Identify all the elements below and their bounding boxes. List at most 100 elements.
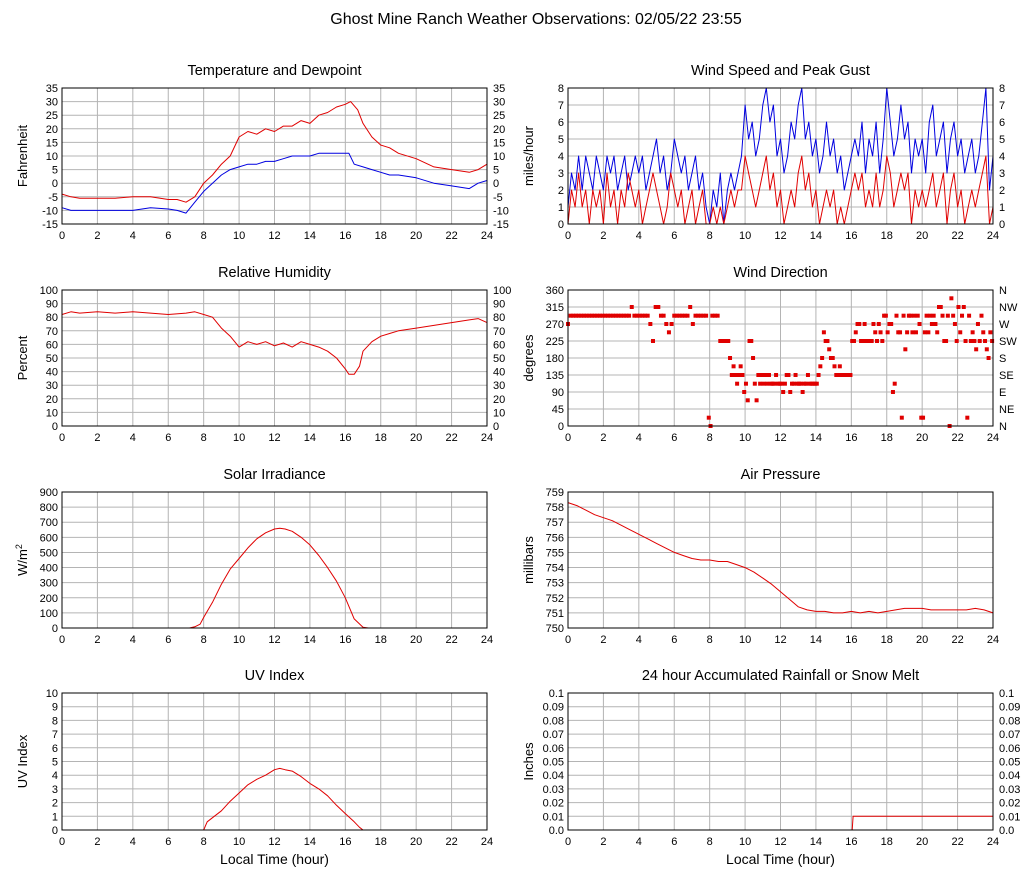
wdir-point [584,313,589,318]
rh-x-tick-label: 14 [304,432,316,444]
wdir-point [961,305,966,309]
wdir-point [758,381,763,386]
wind-y-tick-label: 2 [558,185,564,197]
wdir-point [875,339,880,343]
wdir-point [905,330,910,335]
wdir-point [898,330,903,335]
rh-x-tick-label: 8 [201,432,207,444]
rain-x-tick-label: 2 [600,836,606,848]
wdir-point [589,313,594,318]
rain-y-axis-label: Inches [521,742,536,781]
wdir-compass-label: S [999,353,1006,365]
wdir-point [637,313,642,318]
wdir-x-tick-label: 12 [774,432,786,444]
rain-y-tick-label: 0.09 [543,702,564,714]
wdir-point [970,330,975,335]
rain-y-tick-label: 0.02 [543,798,564,810]
uv-y-tick-label: 6 [52,743,58,755]
wdir-point [726,339,731,343]
temp-y-tick-label-right: 5 [493,165,499,177]
wdir-point [579,313,584,318]
rh-x-tick-label: 12 [268,432,280,444]
solar-y-axis-label-text: W/m [15,549,30,576]
wdir-y-tick-label: 315 [546,302,564,314]
wdir-point [929,322,934,326]
uv-x-tick-label: 22 [445,836,457,848]
wdir-point [903,347,908,352]
wind-y-tick-label-right: 3 [999,168,1005,180]
pressure-y-axis-label-text: millibars [521,536,536,584]
pressure-y-tick-label: 759 [546,487,564,499]
wind-y-tick-label-right: 2 [999,185,1005,197]
solar-x-tick-label: 6 [165,634,171,646]
wdir-point [645,313,650,318]
pressure-y-tick-label: 757 [546,517,564,529]
wdir-y-axis-label-text: degrees [521,334,536,381]
rh-series-red-line [61,311,488,375]
page-title: Ghost Mine Ranch Weather Observations: 0… [330,11,742,28]
uv-x-tick-label: 16 [339,836,351,848]
pressure-x-tick-label: 10 [739,634,751,646]
wdir-x-tick-label: 16 [845,432,857,444]
wdir-point [680,313,685,318]
wdir-point [629,305,634,309]
solar-x-tick-label: 24 [481,634,493,646]
solar-x-tick-label: 0 [59,634,65,646]
wdir-compass-label: SW [999,336,1017,348]
wdir-point [873,330,878,335]
temp-y-tick-label: 25 [46,110,58,122]
solar-y-tick-label: 200 [40,593,58,605]
rh-y-tick-label: 0 [52,421,58,433]
rh-y-tick-label-right: 0 [493,421,499,433]
wdir-point [740,373,745,377]
pressure-x-tick-label: 18 [881,634,893,646]
wdir-point [759,373,764,377]
pressure-y-tick-label: 751 [546,608,564,620]
temp-y-tick-label: 10 [46,151,58,163]
wind-y-tick-label-right: 6 [999,117,1005,129]
pressure-x-tick-label: 6 [671,634,677,646]
wdir-point [772,381,777,386]
solar-x-tick-label: 4 [130,634,136,646]
wdir-y-tick-label: 45 [552,404,564,416]
rh-x-tick-label: 10 [233,432,245,444]
wdir-point [635,313,640,318]
pressure-y-tick-label: 754 [546,563,564,575]
rain-y-tick-label-right: 0.08 [999,715,1020,727]
wind-series-blue-line [567,87,994,225]
wdir-point [592,313,597,318]
rain-x-tick-label: 8 [707,836,713,848]
wdir-point [832,364,837,369]
uv-x-tick-label: 4 [130,836,136,848]
wdir-plot-frame [567,289,994,427]
wdir-point [869,339,874,343]
wdir-point [830,356,835,360]
solar-series-red-line [62,527,487,629]
rain-y-tick-label: 0.05 [543,757,564,769]
wdir-point [917,322,922,326]
wdir-point [860,339,865,343]
wdir-point [573,313,578,318]
uv-y-tick-label: 4 [52,770,58,782]
rain-y-tick-label: 0.08 [543,715,564,727]
wind-y-tick-label: 5 [558,134,564,146]
rh-y-tick-label-right: 10 [493,407,505,419]
wdir-point [653,305,658,309]
wdir-point [899,415,904,420]
pressure-series-red-line [567,502,994,614]
wdir-point [901,313,906,318]
uv-y-tick-label: 0 [52,825,58,837]
rain-y-tick-label: 0.0 [549,825,564,837]
temp-x-tick-label: 4 [130,230,136,242]
uv-x-tick-label: 0 [59,836,65,848]
uv-x-tick-label: 2 [94,836,100,848]
rh-y-tick-label: 40 [46,367,58,379]
wind-x-tick-label: 0 [565,230,571,242]
wdir-point [701,313,706,318]
wdir-point [862,322,867,326]
wind-y-tick-label-right: 0 [999,219,1005,231]
uv-x-axis-label: Local Time (hour) [220,851,329,867]
wdir-point [761,381,766,386]
